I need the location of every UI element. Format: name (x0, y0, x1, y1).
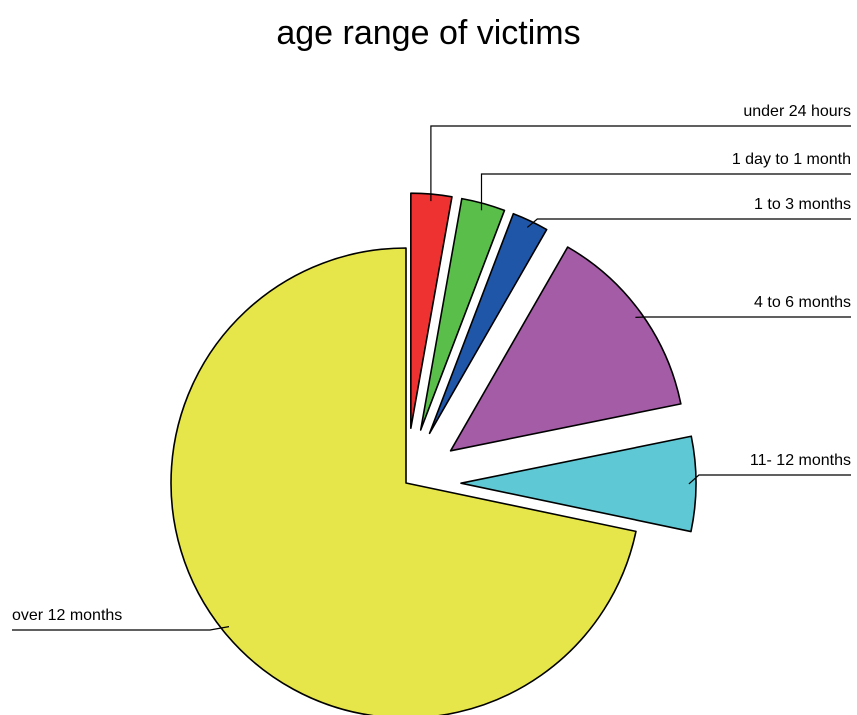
slice-label: under 24 hours (743, 103, 851, 120)
leader-lines (12, 125, 851, 631)
slice-label: 1 day to 1 month (732, 151, 851, 168)
leader-line (526, 218, 851, 228)
pie-slice-4-to-6-months (449, 246, 682, 452)
slice-labels: under 24 hours 1 day to 1 month 1 to 3 mon… (12, 103, 851, 624)
pie-slices (170, 192, 697, 715)
slice-label: over 12 months (12, 607, 122, 624)
leader-line (430, 125, 851, 202)
pie-slice-1-to-3-months (428, 212, 548, 435)
pie-slice-11-12-months (460, 435, 697, 533)
slice-label: 1 to 3 months (754, 196, 851, 213)
pie-slice-1-day-to-1-month (419, 197, 506, 431)
slice-label: 4 to 6 months (754, 294, 851, 311)
chart-title: age range of victims (276, 14, 581, 52)
leader-line (12, 626, 230, 631)
leader-line (480, 173, 851, 211)
slice-label: 11- 12 months (750, 452, 851, 469)
pie-slice-over-12-months (170, 247, 637, 715)
leader-line (688, 474, 851, 485)
